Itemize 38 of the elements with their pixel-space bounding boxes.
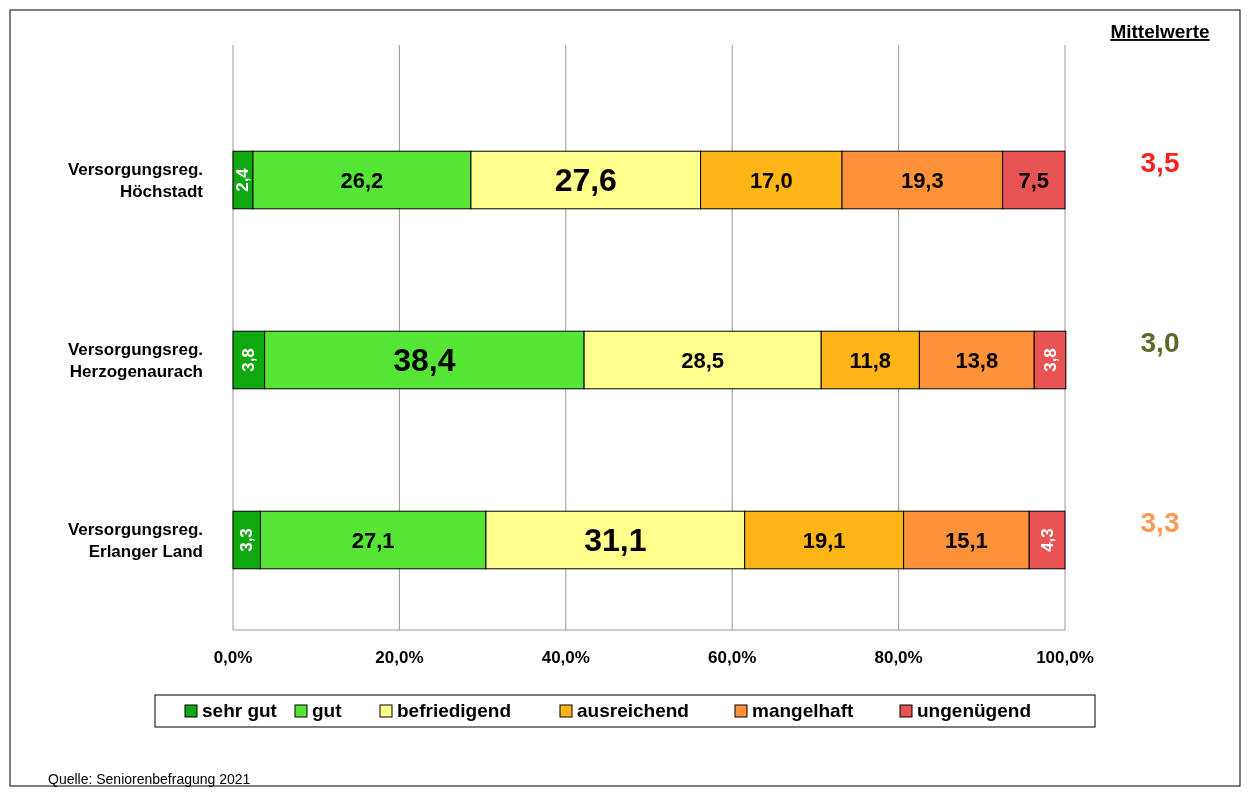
data-label: 17,0 <box>749 167 793 193</box>
x-tick-label: 40,0% <box>541 648 590 667</box>
text: Mittelwerte <box>1110 21 1210 42</box>
legend-label: mangelhaft <box>752 700 855 721</box>
x-tick-label: 20,0% <box>375 648 424 667</box>
y-tick-label: Versorgungsreg. Erlanger Land <box>67 519 203 561</box>
text: 3,5 <box>1140 146 1180 178</box>
y-tick-label: Versorgungsreg. Herzogenaurach <box>67 339 203 381</box>
text: 3,3 <box>1140 506 1180 538</box>
data-label: 26,2 <box>340 167 384 193</box>
data-label: 27,1 <box>351 527 395 553</box>
data-label: 4,3 <box>1037 528 1057 552</box>
data-label: 38,4 <box>393 342 456 378</box>
data-label: 11,8 <box>849 347 892 373</box>
data-label: 7,5 <box>1018 167 1050 193</box>
data-label: 27,6 <box>554 162 617 198</box>
data-label: 28,5 <box>681 347 725 373</box>
data-label: 31,1 <box>584 522 647 558</box>
x-tick-label: 100,0% <box>1036 648 1094 667</box>
legend-label: gut <box>312 700 343 721</box>
text: 3,0 <box>1140 326 1180 358</box>
legend-label: ungenügend <box>917 700 1031 721</box>
y-tick-label: Versorgungsreg. Höchstadt <box>67 159 204 201</box>
data-label: 3,3 <box>237 528 257 552</box>
x-tick-label: 60,0% <box>708 648 757 667</box>
data-label: 3,8 <box>239 348 259 372</box>
data-label: 19,1 <box>802 527 846 553</box>
legend-label: befriedigend <box>397 700 512 721</box>
legend-label: sehr gut <box>202 700 278 721</box>
data-label: 15,1 <box>944 527 988 553</box>
x-tick-label: 80,0% <box>874 648 923 667</box>
legend-label: ausreichend <box>577 700 689 721</box>
data-label: 19,3 <box>900 167 944 193</box>
x-tick-label: 0,0% <box>213 648 253 667</box>
data-label: 13,8 <box>955 347 999 373</box>
source-note: Quelle: Seniorenbefragung 2021 <box>48 771 251 787</box>
data-label: 3,8 <box>1040 348 1060 372</box>
data-label: 2,4 <box>233 167 253 192</box>
